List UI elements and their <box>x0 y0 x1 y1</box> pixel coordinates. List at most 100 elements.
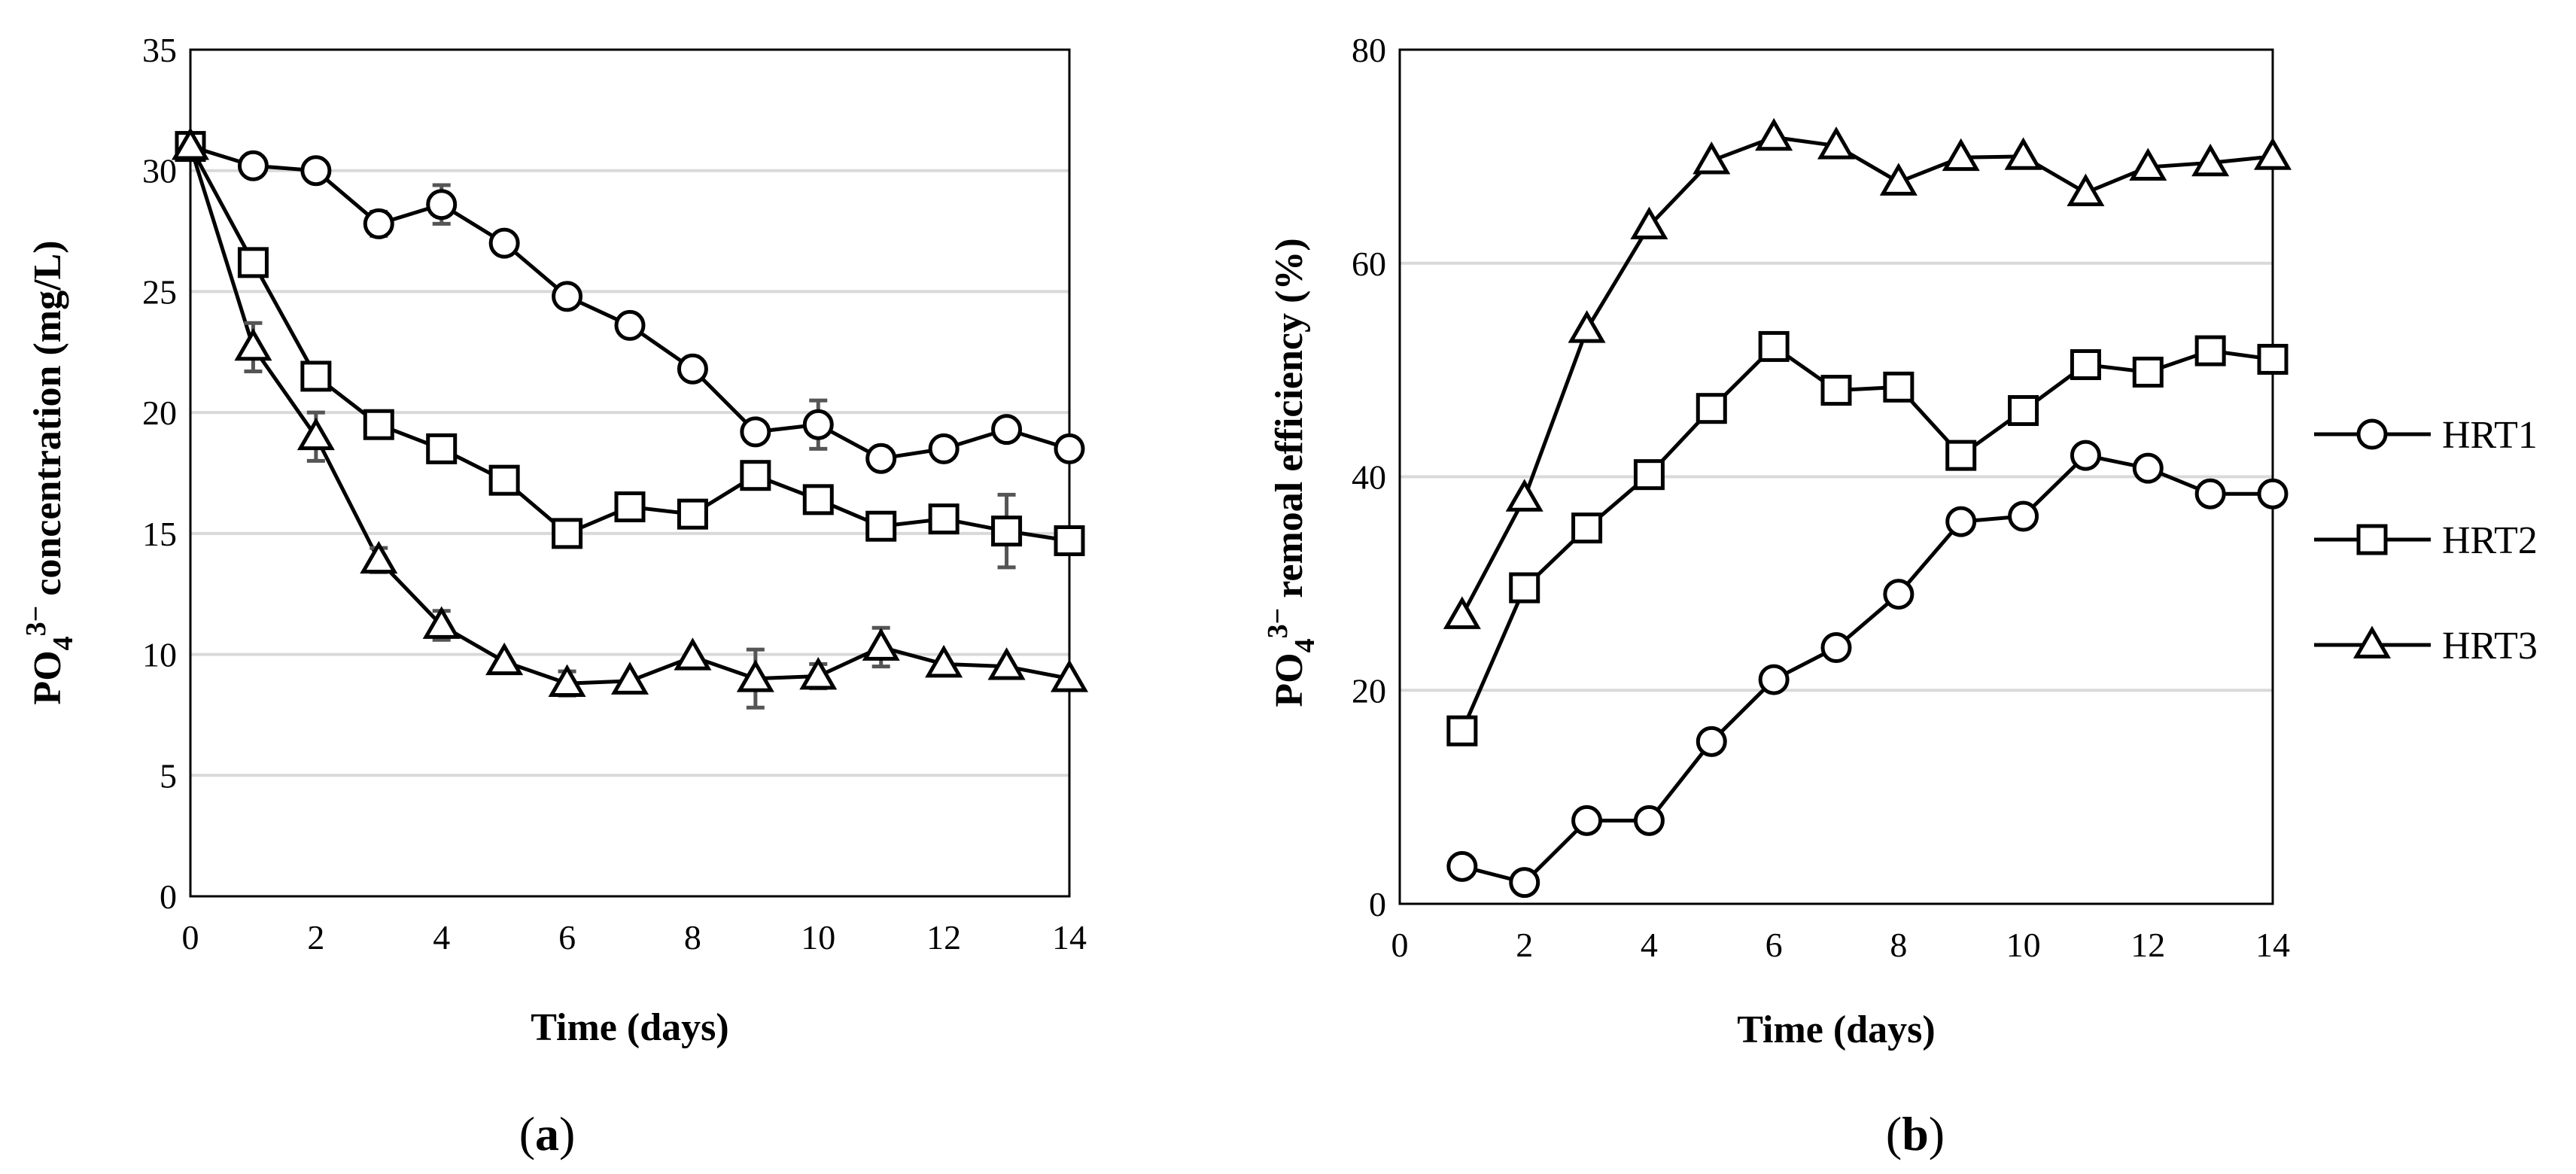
data-point-HRT3 <box>610 662 649 695</box>
data-point-HRT3 <box>987 647 1026 680</box>
panel-b-x-tick-labels: 0 2 4 6 8 10 12 14 <box>1391 926 2291 964</box>
data-point-HRT3 <box>1050 659 1089 692</box>
panel-a-x-axis-label: Time (days) <box>531 1006 728 1049</box>
x-tick-label: 14 <box>1052 918 1087 957</box>
legend-item-HRT3: HRT3 <box>2314 625 2538 668</box>
data-point-HRT2 <box>488 464 520 496</box>
legend-label: HRT1 <box>2442 414 2538 457</box>
panel-b-caption: (b) <box>1886 1107 1945 1160</box>
y-tick-label: 20 <box>1352 671 1386 710</box>
data-point-HRT2 <box>614 491 646 522</box>
panel-b-y-tick-labels: 0 20 40 60 80 <box>1352 31 1386 923</box>
data-point-HRT1 <box>802 409 834 440</box>
legend-marker-triangle <box>2352 625 2392 658</box>
legend-item-HRT1: HRT1 <box>2314 414 2538 457</box>
data-point-HRT1 <box>552 281 583 312</box>
x-tick-label: 12 <box>2130 926 2165 964</box>
panel-a-chart: 0 5 10 15 20 25 30 35 0 2 4 6 8 10 12 14 Time (days) P… <box>20 31 1089 1160</box>
data-point-HRT1 <box>2008 500 2039 532</box>
data-point-HRT3 <box>171 127 210 160</box>
data-point-HRT2 <box>1571 512 1603 544</box>
data-point-HRT3 <box>799 656 838 690</box>
data-point-HRT2 <box>1945 439 1977 471</box>
legend-label: HRT3 <box>2442 625 2538 668</box>
x-tick-label: 8 <box>684 918 701 957</box>
panel-b-y-label-sub: 4 <box>1289 638 1321 652</box>
panel-a-plot-frame <box>189 48 1071 898</box>
series-HRT1 <box>175 131 1085 474</box>
panel-a-series <box>171 127 1089 710</box>
data-point-HRT2 <box>677 498 708 530</box>
panel-a-y-label-sub: 4 <box>47 636 79 650</box>
panel-a-y-label-base: PO <box>26 650 69 704</box>
data-point-HRT1 <box>740 416 771 448</box>
data-point-HRT3 <box>422 606 461 639</box>
x-tick-label: 10 <box>801 918 835 957</box>
data-point-HRT1 <box>1945 506 1977 537</box>
x-tick-label: 2 <box>307 918 324 957</box>
data-point-HRT3 <box>485 642 524 676</box>
data-point-HRT3 <box>1879 163 1918 196</box>
data-point-HRT1 <box>237 150 269 181</box>
panel-a-gridlines <box>190 169 1069 777</box>
data-point-HRT3 <box>1630 206 1668 239</box>
data-point-HRT3 <box>674 637 712 671</box>
data-point-HRT2 <box>1820 375 1852 406</box>
y-tick-label: 80 <box>1352 31 1386 69</box>
data-point-HRT1 <box>363 208 394 239</box>
x-tick-label: 14 <box>2255 926 2290 964</box>
legend-label: HRT2 <box>2442 519 2538 562</box>
legend-marker-square <box>2356 524 2388 555</box>
series-HRT2 <box>175 131 1085 570</box>
x-tick-label: 6 <box>558 918 576 957</box>
data-point-HRT1 <box>1633 804 1665 836</box>
data-point-HRT2 <box>928 503 960 535</box>
data-point-HRT3 <box>1692 141 1731 175</box>
y-tick-label: 5 <box>160 756 177 795</box>
data-point-HRT2 <box>1696 393 1727 424</box>
x-tick-label: 4 <box>1641 926 1658 964</box>
data-point-HRT3 <box>2067 173 2105 207</box>
data-point-HRT1 <box>2194 478 2226 509</box>
data-point-HRT1 <box>928 433 960 464</box>
data-point-HRT3 <box>2253 137 2292 170</box>
y-tick-label: 0 <box>1369 885 1386 923</box>
data-point-HRT2 <box>1633 459 1665 491</box>
data-point-HRT1 <box>1571 804 1603 836</box>
data-point-HRT1 <box>2132 452 2164 484</box>
data-point-HRT3 <box>1568 310 1606 343</box>
data-point-HRT1 <box>1054 433 1085 464</box>
series-HRT1 <box>1446 439 2289 899</box>
panel-b-plot-frame <box>1398 48 2274 905</box>
y-tick-label: 40 <box>1352 458 1386 497</box>
data-point-HRT1 <box>865 443 897 474</box>
x-tick-label: 10 <box>2006 926 2041 964</box>
data-point-HRT2 <box>1758 330 1790 362</box>
panel-b-y-label-rest: remoal efficiency (%) <box>1268 238 1311 607</box>
x-tick-label: 0 <box>182 918 199 957</box>
panel-b-gridlines <box>1400 261 2273 692</box>
data-point-HRT3 <box>360 540 398 574</box>
panel-b-y-axis-label: PO43− remoal efficiency (%) <box>1262 238 1321 707</box>
panel-a-y-axis-label: PO43− concentration (mg/L) <box>20 240 79 704</box>
data-point-HRT3 <box>925 644 963 678</box>
data-point-HRT2 <box>2257 343 2289 375</box>
data-point-HRT3 <box>297 417 335 451</box>
legend: HRT1 HRT2 HRT3 <box>2314 414 2538 668</box>
data-point-HRT1 <box>2257 478 2289 509</box>
data-point-HRT1 <box>1509 867 1540 899</box>
panel-a-caption: (a) <box>519 1107 576 1160</box>
data-point-HRT3 <box>736 659 774 692</box>
data-point-HRT1 <box>1446 850 1478 882</box>
data-point-HRT1 <box>991 414 1023 446</box>
data-point-HRT3 <box>1443 596 1481 629</box>
data-point-HRT3 <box>2004 137 2042 170</box>
data-point-HRT3 <box>2191 143 2230 177</box>
panel-a-y-tick-labels: 0 5 10 15 20 25 30 35 <box>142 31 177 916</box>
data-point-HRT2 <box>363 409 394 440</box>
data-point-HRT2 <box>740 460 771 491</box>
data-point-HRT2 <box>2008 395 2039 427</box>
panel-a-y-label-rest: concentration (mg/L) <box>26 240 69 605</box>
data-point-HRT3 <box>1755 117 1793 151</box>
